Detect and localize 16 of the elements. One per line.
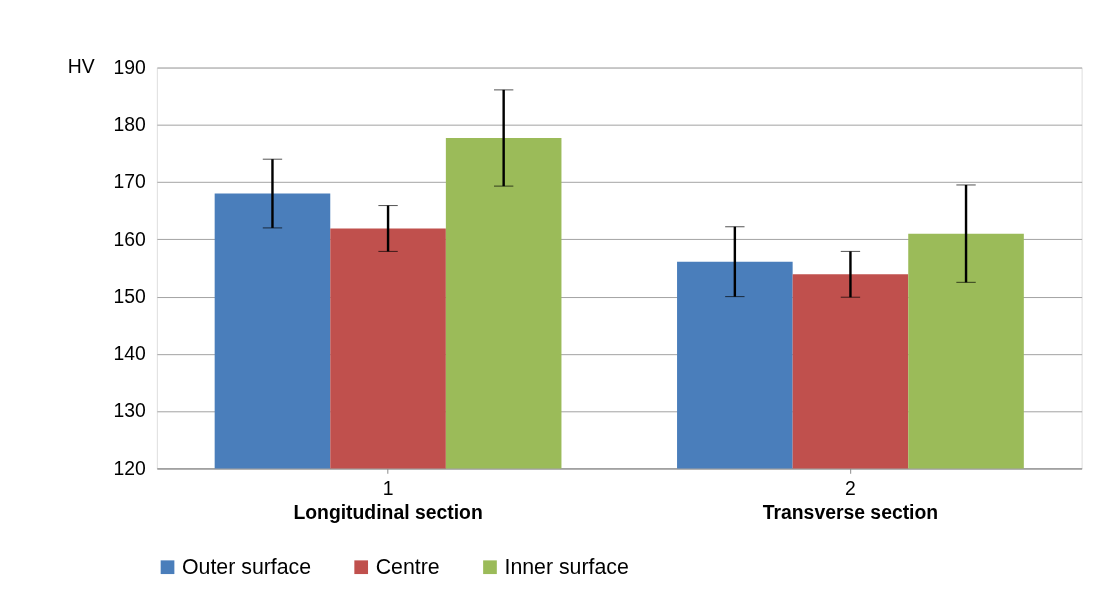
text: Transverse section bbox=[762, 500, 939, 523]
y-tick-label: 190 bbox=[113, 55, 146, 78]
text: Longitudinal section bbox=[293, 500, 483, 523]
y-axis-title: HV bbox=[67, 55, 95, 78]
y-tick-label: 120 bbox=[113, 456, 146, 479]
legend-label: Inner surface bbox=[504, 554, 629, 579]
x-tick-label: 1 bbox=[382, 477, 394, 500]
y-tick-label: 170 bbox=[113, 170, 146, 193]
y-tick-label: 150 bbox=[113, 284, 146, 307]
y-tick-label: 160 bbox=[113, 227, 146, 250]
legend-label: Outer surface bbox=[182, 554, 312, 579]
legend-label: Centre bbox=[375, 554, 440, 579]
x-tick-label: 2 bbox=[845, 477, 856, 500]
y-tick-label: 130 bbox=[113, 399, 146, 422]
y-tick-label: 180 bbox=[113, 113, 146, 136]
y-tick-label: 140 bbox=[113, 342, 146, 365]
